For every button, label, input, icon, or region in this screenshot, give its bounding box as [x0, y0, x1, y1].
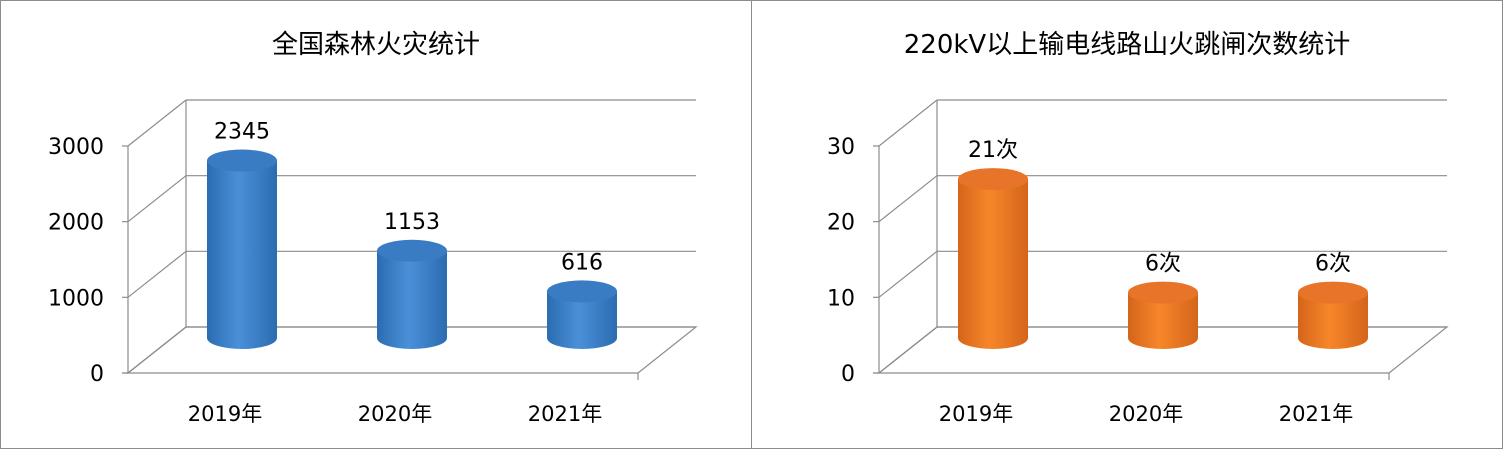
- y-tick-label: 30: [827, 135, 855, 160]
- gridline-diagonal: [878, 175, 938, 223]
- bar: [377, 239, 447, 349]
- y-tick-label: 1000: [48, 286, 104, 311]
- trip-count-chart-panel: 220kV以上输电线路山火跳闸次数统计 0 10 20 30 21次 2019年 6次 202…: [751, 0, 1503, 449]
- x-tick-label: 2019年: [939, 402, 1013, 426]
- bar-top: [958, 168, 1028, 191]
- y-tick-label: 0: [841, 362, 855, 387]
- bar-top: [547, 280, 617, 303]
- trip-count-chart: 220kV以上输电线路山火跳闸次数统计 0 10 20 30 21次 2019年 6次 202…: [827, 30, 1449, 426]
- bar-top: [1298, 281, 1368, 304]
- bar: [958, 168, 1028, 349]
- gridline-diagonal: [127, 250, 187, 298]
- bar-top: [377, 239, 447, 262]
- bar-body: [1298, 292, 1368, 349]
- y-tick-label: 10: [827, 286, 855, 311]
- data-label: 1153: [384, 210, 440, 235]
- bar: [207, 149, 277, 349]
- y-tick-label: 0: [90, 362, 104, 387]
- x-tick-label: 2020年: [358, 402, 432, 426]
- data-label: 21次: [968, 138, 1018, 163]
- y-tick-label: 2000: [48, 211, 104, 236]
- floor: [126, 326, 698, 374]
- bar-body: [958, 179, 1028, 349]
- bar-body: [377, 250, 447, 349]
- data-label: 6次: [1315, 252, 1351, 277]
- bar: [1128, 281, 1198, 349]
- gridline-diagonal: [878, 250, 938, 298]
- x-tick-label: 2020年: [1109, 402, 1183, 426]
- gridline-diagonal: [127, 99, 187, 147]
- bar-body: [1128, 292, 1198, 349]
- gridline-diagonal: [878, 99, 938, 147]
- floor: [877, 326, 1449, 374]
- bar: [1298, 281, 1368, 349]
- data-label: 2345: [214, 120, 270, 145]
- y-tick-label: 20: [827, 211, 855, 236]
- bar: [547, 280, 617, 349]
- chart-title: 全国森林火灾统计: [272, 30, 480, 60]
- bar-top: [207, 149, 277, 172]
- bar-body: [207, 160, 277, 349]
- bar-body: [547, 291, 617, 349]
- y-tick-label: 3000: [48, 135, 104, 160]
- bar-top: [1128, 281, 1198, 304]
- chart-title: 220kV以上输电线路山火跳闸次数统计: [904, 30, 1350, 60]
- forest-fire-chart-panel: 全国森林火灾统计 0 1000 2000 3000 2345 2019年 1153 2020年…: [0, 0, 752, 449]
- x-tick-label: 2019年: [188, 402, 262, 426]
- data-label: 616: [561, 250, 603, 275]
- x-tick-label: 2021年: [1279, 402, 1353, 426]
- x-tick-label: 2021年: [528, 402, 602, 426]
- gridline-diagonal: [127, 175, 187, 223]
- forest-fire-chart: 全国森林火灾统计 0 1000 2000 3000 2345 2019年 1153 2020年…: [48, 30, 698, 426]
- data-label: 6次: [1145, 252, 1181, 277]
